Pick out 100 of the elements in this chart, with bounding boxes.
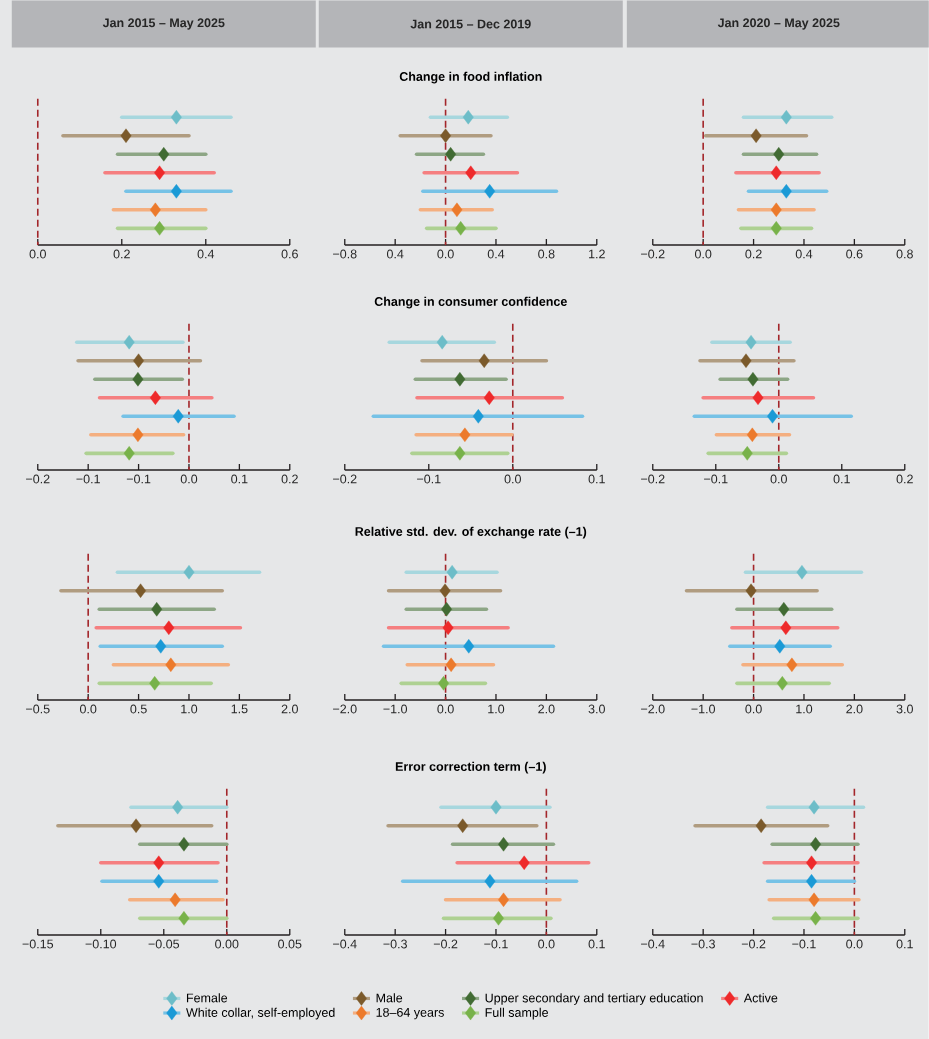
x-tick-label: 0.0 xyxy=(80,704,97,714)
point xyxy=(808,800,820,815)
x-tick-label: 0.4 xyxy=(387,249,404,259)
point xyxy=(750,128,762,143)
x-tick-label: −0.1 xyxy=(126,474,151,484)
point xyxy=(436,335,448,350)
point xyxy=(746,427,758,443)
point xyxy=(155,639,167,654)
x-tick-label: 0.0 xyxy=(437,704,454,714)
point xyxy=(767,409,779,424)
x-tick-label: −0.1 xyxy=(704,474,728,484)
x-tick-label: 0.5 xyxy=(130,704,147,714)
point xyxy=(781,184,792,199)
legend-label: 18–64 years xyxy=(376,1007,445,1020)
point xyxy=(441,602,453,617)
point xyxy=(498,837,510,852)
x-tick-label: −0.8 xyxy=(333,249,357,259)
x-tick-label: 0.2 xyxy=(745,249,762,259)
x-tick-label: −0.1 xyxy=(76,474,101,484)
x-tick-label: −1.0 xyxy=(691,704,716,714)
x-tick-label: 0.0 xyxy=(745,704,762,714)
x-tick-label: −0.2 xyxy=(741,939,766,949)
chart-subtitle: Jan 2020 – May 2025 xyxy=(717,18,840,30)
point xyxy=(183,565,195,580)
point xyxy=(442,620,454,635)
point xyxy=(132,372,144,387)
x-tick-label: 0.05 xyxy=(278,939,302,949)
point xyxy=(454,372,466,387)
point xyxy=(745,335,757,350)
point xyxy=(445,657,457,673)
x-tick-label: 0.0 xyxy=(538,939,555,949)
chart-subtitle: Jan 2015 – Dec 2019 xyxy=(410,19,531,29)
x-tick-label: −2.0 xyxy=(333,704,357,714)
x-tick-label: 1.2 xyxy=(589,249,605,259)
x-tick-label: 3.0 xyxy=(896,704,914,714)
point xyxy=(454,446,466,461)
x-tick-label: −0.2 xyxy=(641,249,665,259)
x-tick-label: 0.0 xyxy=(504,474,522,484)
legend-label: Active xyxy=(743,993,778,1003)
x-tick-label: −0.1 xyxy=(792,939,816,949)
x-tick-label: 0.1 xyxy=(588,474,605,484)
point xyxy=(440,128,452,143)
point xyxy=(463,639,475,654)
x-tick-label: −0.3 xyxy=(691,939,716,949)
point xyxy=(165,657,177,673)
point xyxy=(171,184,182,199)
chart-title: Change in food inflation xyxy=(399,71,542,84)
point xyxy=(178,911,190,926)
x-tick-label: 2.0 xyxy=(281,704,299,714)
x-tick-label: −0.10 xyxy=(85,939,117,949)
point xyxy=(484,874,496,889)
chart-subtitle: Jan 2015 – May 2025 xyxy=(102,18,225,30)
point xyxy=(459,427,471,443)
point xyxy=(770,221,782,236)
point xyxy=(153,855,165,870)
point xyxy=(770,165,782,180)
x-tick-label: 0.4 xyxy=(487,249,505,259)
point xyxy=(462,110,474,125)
x-tick-label: 0.1 xyxy=(896,939,913,949)
point xyxy=(498,892,510,908)
point xyxy=(439,583,451,598)
point xyxy=(123,335,135,350)
point xyxy=(172,800,184,815)
point xyxy=(752,390,764,405)
point xyxy=(770,202,782,218)
point xyxy=(133,353,145,368)
x-tick-label: 2.0 xyxy=(538,704,555,714)
chart-title: Change in consumer confidence xyxy=(374,296,567,309)
x-tick-label: 0.0 xyxy=(180,474,198,484)
point xyxy=(490,800,502,815)
point xyxy=(451,202,463,218)
point xyxy=(446,565,458,580)
point xyxy=(493,911,505,926)
x-tick-label: 0.00 xyxy=(215,939,239,949)
point xyxy=(151,602,163,617)
point xyxy=(154,165,166,180)
point xyxy=(786,657,798,673)
point xyxy=(465,165,477,180)
point xyxy=(169,892,181,908)
point xyxy=(438,676,450,691)
point xyxy=(478,353,490,368)
legend-label: Upper secondary and tertiary education xyxy=(485,993,703,1005)
point xyxy=(755,818,767,833)
point xyxy=(776,676,788,691)
x-tick-label: 0.1 xyxy=(231,474,248,484)
chart-title: Error correction term (–1) xyxy=(396,761,546,774)
x-tick-label: −0.5 xyxy=(26,704,50,714)
x-tick-label: 0.6 xyxy=(846,249,863,259)
x-tick-label: −0.15 xyxy=(22,939,54,949)
point xyxy=(810,911,822,926)
x-tick-label: 0.0 xyxy=(770,474,788,484)
x-tick-label: −0.05 xyxy=(148,939,180,949)
x-tick-label: −0.4 xyxy=(641,939,665,949)
x-tick-label: −0.2 xyxy=(641,474,665,484)
point xyxy=(163,620,175,635)
point xyxy=(473,409,484,424)
x-tick-label: 0.1 xyxy=(833,474,850,484)
point xyxy=(796,565,808,580)
x-tick-label: −0.4 xyxy=(333,939,357,949)
point xyxy=(810,837,822,852)
